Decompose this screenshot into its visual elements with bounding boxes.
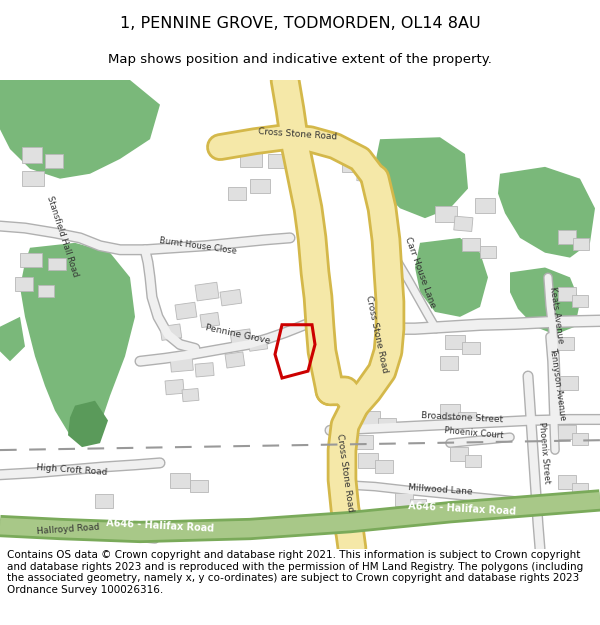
Bar (450, 447, 468, 461)
Bar (228, 187, 246, 201)
Text: Carr House Lane: Carr House Lane (403, 236, 437, 309)
Bar (440, 356, 458, 370)
Bar (572, 482, 588, 494)
Bar (182, 389, 199, 402)
Bar (573, 238, 589, 250)
Text: Phoenix Court: Phoenix Court (444, 426, 504, 441)
Bar (250, 179, 270, 194)
Text: Hallroyd Road: Hallroyd Road (36, 522, 100, 536)
Polygon shape (20, 243, 135, 445)
Text: A646 - Halifax Road: A646 - Halifax Road (106, 518, 214, 534)
Bar (342, 157, 362, 172)
Bar (410, 499, 426, 511)
Bar (358, 453, 378, 468)
Bar (20, 253, 42, 268)
Bar (558, 426, 576, 439)
Bar (558, 475, 576, 489)
Bar (175, 302, 197, 319)
Bar (458, 412, 476, 424)
Bar (462, 238, 480, 251)
Bar (556, 337, 574, 351)
Bar (220, 289, 242, 306)
Bar (22, 147, 42, 163)
Bar (465, 455, 481, 467)
Bar (195, 362, 214, 377)
Polygon shape (498, 167, 595, 258)
Bar (240, 151, 262, 167)
Text: Keats Avenue: Keats Avenue (548, 286, 565, 344)
Text: Millwood Lane: Millwood Lane (407, 482, 472, 496)
Bar (230, 329, 252, 346)
Text: Cross Stone Road: Cross Stone Road (335, 433, 355, 512)
Text: Tennyson Avenue: Tennyson Avenue (548, 347, 568, 421)
Text: Pennine Grove: Pennine Grove (205, 323, 271, 346)
Bar (15, 278, 33, 291)
Bar (480, 246, 496, 258)
Bar (268, 154, 286, 168)
Bar (445, 334, 465, 349)
Bar (45, 154, 63, 168)
Bar (355, 435, 373, 449)
Bar (462, 341, 480, 354)
Bar (160, 324, 182, 341)
Text: Broadstone Street: Broadstone Street (421, 411, 503, 424)
Polygon shape (68, 401, 108, 447)
Bar (375, 460, 393, 472)
Bar (572, 295, 588, 307)
Text: High Croft Road: High Croft Road (36, 463, 108, 477)
Text: Burnt House Close: Burnt House Close (159, 236, 237, 256)
Polygon shape (375, 138, 468, 218)
Bar (572, 433, 588, 445)
Bar (165, 379, 184, 395)
Bar (22, 171, 44, 186)
Bar (440, 404, 460, 419)
Bar (558, 288, 576, 301)
Bar (38, 285, 54, 297)
Bar (560, 376, 578, 390)
Bar (435, 206, 457, 222)
Bar (357, 167, 376, 182)
Polygon shape (0, 80, 160, 179)
Bar (190, 479, 208, 492)
Bar (200, 312, 220, 328)
Polygon shape (0, 317, 25, 361)
Polygon shape (415, 238, 488, 317)
Polygon shape (510, 268, 580, 334)
Bar (225, 352, 245, 368)
Text: Map shows position and indicative extent of the property.: Map shows position and indicative extent… (108, 54, 492, 66)
Bar (475, 198, 495, 213)
Text: Stansfield Hall Road: Stansfield Hall Road (44, 194, 79, 278)
Bar (395, 492, 413, 506)
Text: A646 - Halifax Road: A646 - Halifax Road (408, 501, 516, 517)
Text: Contains OS data © Crown copyright and database right 2021. This information is : Contains OS data © Crown copyright and d… (7, 550, 583, 595)
Bar (195, 282, 219, 301)
Text: Cross Stone Road: Cross Stone Road (258, 127, 338, 141)
Bar (360, 411, 380, 426)
Bar (170, 354, 193, 372)
Bar (558, 230, 576, 244)
Bar (248, 336, 268, 351)
Text: 1, PENNINE GROVE, TODMORDEN, OL14 8AU: 1, PENNINE GROVE, TODMORDEN, OL14 8AU (119, 16, 481, 31)
Bar (378, 418, 396, 431)
Text: Phoenix Street: Phoenix Street (537, 422, 551, 484)
Text: Cross Stone Road: Cross Stone Road (364, 295, 389, 374)
Bar (170, 472, 190, 488)
Bar (48, 258, 66, 271)
Bar (95, 494, 113, 508)
Bar (454, 216, 473, 231)
